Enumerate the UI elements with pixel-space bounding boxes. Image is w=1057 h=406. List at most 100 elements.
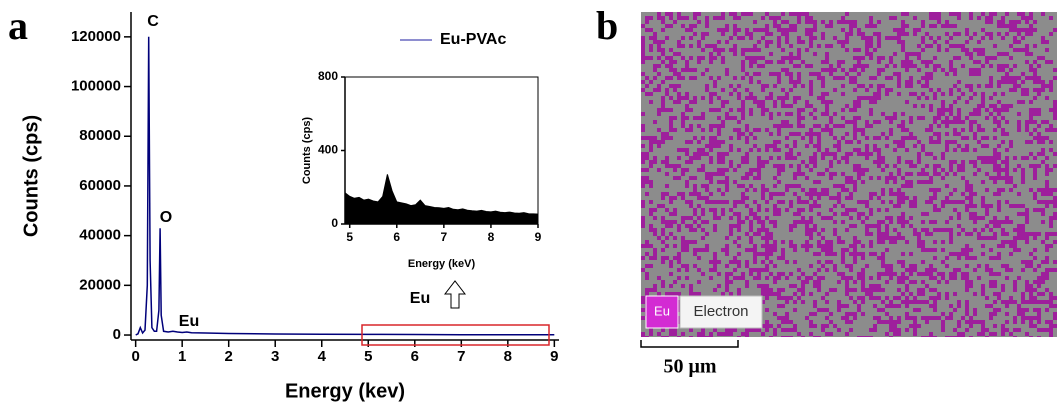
- eu-pixel: [809, 264, 813, 268]
- eu-pixel: [689, 292, 693, 296]
- eu-pixel: [777, 112, 781, 116]
- eu-pixel: [677, 176, 681, 180]
- eu-pixel: [885, 264, 889, 268]
- eu-pixel: [837, 144, 841, 148]
- eu-pixel: [705, 220, 709, 224]
- eu-pixel: [653, 288, 657, 292]
- eu-pixel: [741, 36, 745, 40]
- eu-pixel: [861, 296, 865, 300]
- eu-pixel: [897, 124, 901, 128]
- eu-pixel: [897, 140, 901, 144]
- eu-pixel: [849, 152, 853, 156]
- eu-pixel: [733, 32, 737, 36]
- eu-pixel: [1037, 336, 1041, 337]
- eu-pixel: [893, 320, 897, 324]
- eu-pixel: [801, 272, 805, 276]
- eu-pixel: [985, 336, 989, 337]
- eu-pixel: [785, 328, 789, 332]
- eu-pixel: [845, 316, 849, 320]
- y-tick-label: 800: [318, 69, 338, 83]
- eu-pixel: [681, 216, 685, 220]
- eu-pixel: [745, 248, 749, 252]
- eu-pixel: [1017, 48, 1021, 52]
- eu-pixel: [721, 48, 725, 52]
- eu-pixel: [733, 24, 737, 28]
- eu-pixel: [1049, 168, 1053, 172]
- eu-pixel: [857, 116, 861, 120]
- eu-pixel: [761, 228, 765, 232]
- eu-pixel: [781, 88, 785, 92]
- eu-pixel: [857, 128, 861, 132]
- eu-pixel: [809, 44, 813, 48]
- eu-pixel: [749, 32, 753, 36]
- eu-pixel: [889, 236, 893, 240]
- eu-pixel: [685, 28, 689, 32]
- eu-pixel: [1013, 28, 1017, 32]
- eu-pixel: [909, 324, 913, 328]
- eu-pixel: [761, 36, 765, 40]
- eu-pixel: [917, 236, 921, 240]
- eu-pixel: [1045, 268, 1049, 272]
- eu-pixel: [801, 208, 805, 212]
- eu-pixel: [673, 292, 677, 296]
- eu-pixel: [889, 56, 893, 60]
- eu-pixel: [1045, 60, 1049, 64]
- eu-pixel: [1001, 64, 1005, 68]
- eu-pixel: [877, 232, 881, 236]
- eu-pixel: [761, 112, 765, 116]
- eu-pixel: [785, 40, 789, 44]
- eu-pixel: [773, 208, 777, 212]
- eu-pixel: [653, 232, 657, 236]
- x-tick-label: 8: [504, 348, 512, 365]
- eu-pixel: [841, 68, 845, 72]
- eu-pixel: [1005, 264, 1009, 268]
- eu-pixel: [965, 84, 969, 88]
- eu-pixel: [865, 136, 869, 140]
- eu-pixel: [757, 128, 761, 132]
- eu-pixel: [1045, 96, 1049, 100]
- eu-pixel: [745, 332, 749, 336]
- eu-pixel: [897, 196, 901, 200]
- eu-pixel: [905, 100, 909, 104]
- eu-pixel: [733, 44, 737, 48]
- eu-pixel: [749, 220, 753, 224]
- eu-pixel: [733, 48, 737, 52]
- eu-pixel: [1033, 316, 1037, 320]
- eu-pixel: [973, 192, 977, 196]
- eu-pixel: [849, 320, 853, 324]
- eu-pixel: [925, 200, 929, 204]
- eu-pixel: [769, 232, 773, 236]
- legend-eu-label: Eu: [654, 303, 670, 318]
- eu-pixel: [829, 248, 833, 252]
- eu-pixel: [981, 48, 985, 52]
- eu-pixel: [861, 272, 865, 276]
- eu-pixel: [801, 12, 805, 16]
- eu-pixel: [661, 48, 665, 52]
- eu-pixel: [1049, 124, 1053, 128]
- eu-pixel: [801, 244, 805, 248]
- eu-pixel: [917, 52, 921, 56]
- eu-pixel: [833, 88, 837, 92]
- eu-pixel: [777, 28, 781, 32]
- eu-pixel: [901, 300, 905, 304]
- eu-pixel: [781, 48, 785, 52]
- eu-pixel: [841, 316, 845, 320]
- eu-pixel: [965, 304, 969, 308]
- eu-pixel: [773, 292, 777, 296]
- eu-pixel: [713, 16, 717, 20]
- eu-pixel: [897, 236, 901, 240]
- eu-pixel: [857, 100, 861, 104]
- eu-pixel: [1045, 256, 1049, 260]
- eu-pixel: [937, 88, 941, 92]
- eu-pixel: [905, 240, 909, 244]
- eu-pixel: [981, 320, 985, 324]
- eu-pixel: [873, 92, 877, 96]
- eu-pixel: [781, 100, 785, 104]
- eu-pixel: [885, 232, 889, 236]
- eu-pixel: [785, 144, 789, 148]
- eu-pixel: [909, 280, 913, 284]
- eu-pixel: [985, 56, 989, 60]
- eu-pixel: [1033, 72, 1037, 76]
- eu-pixel: [981, 128, 985, 132]
